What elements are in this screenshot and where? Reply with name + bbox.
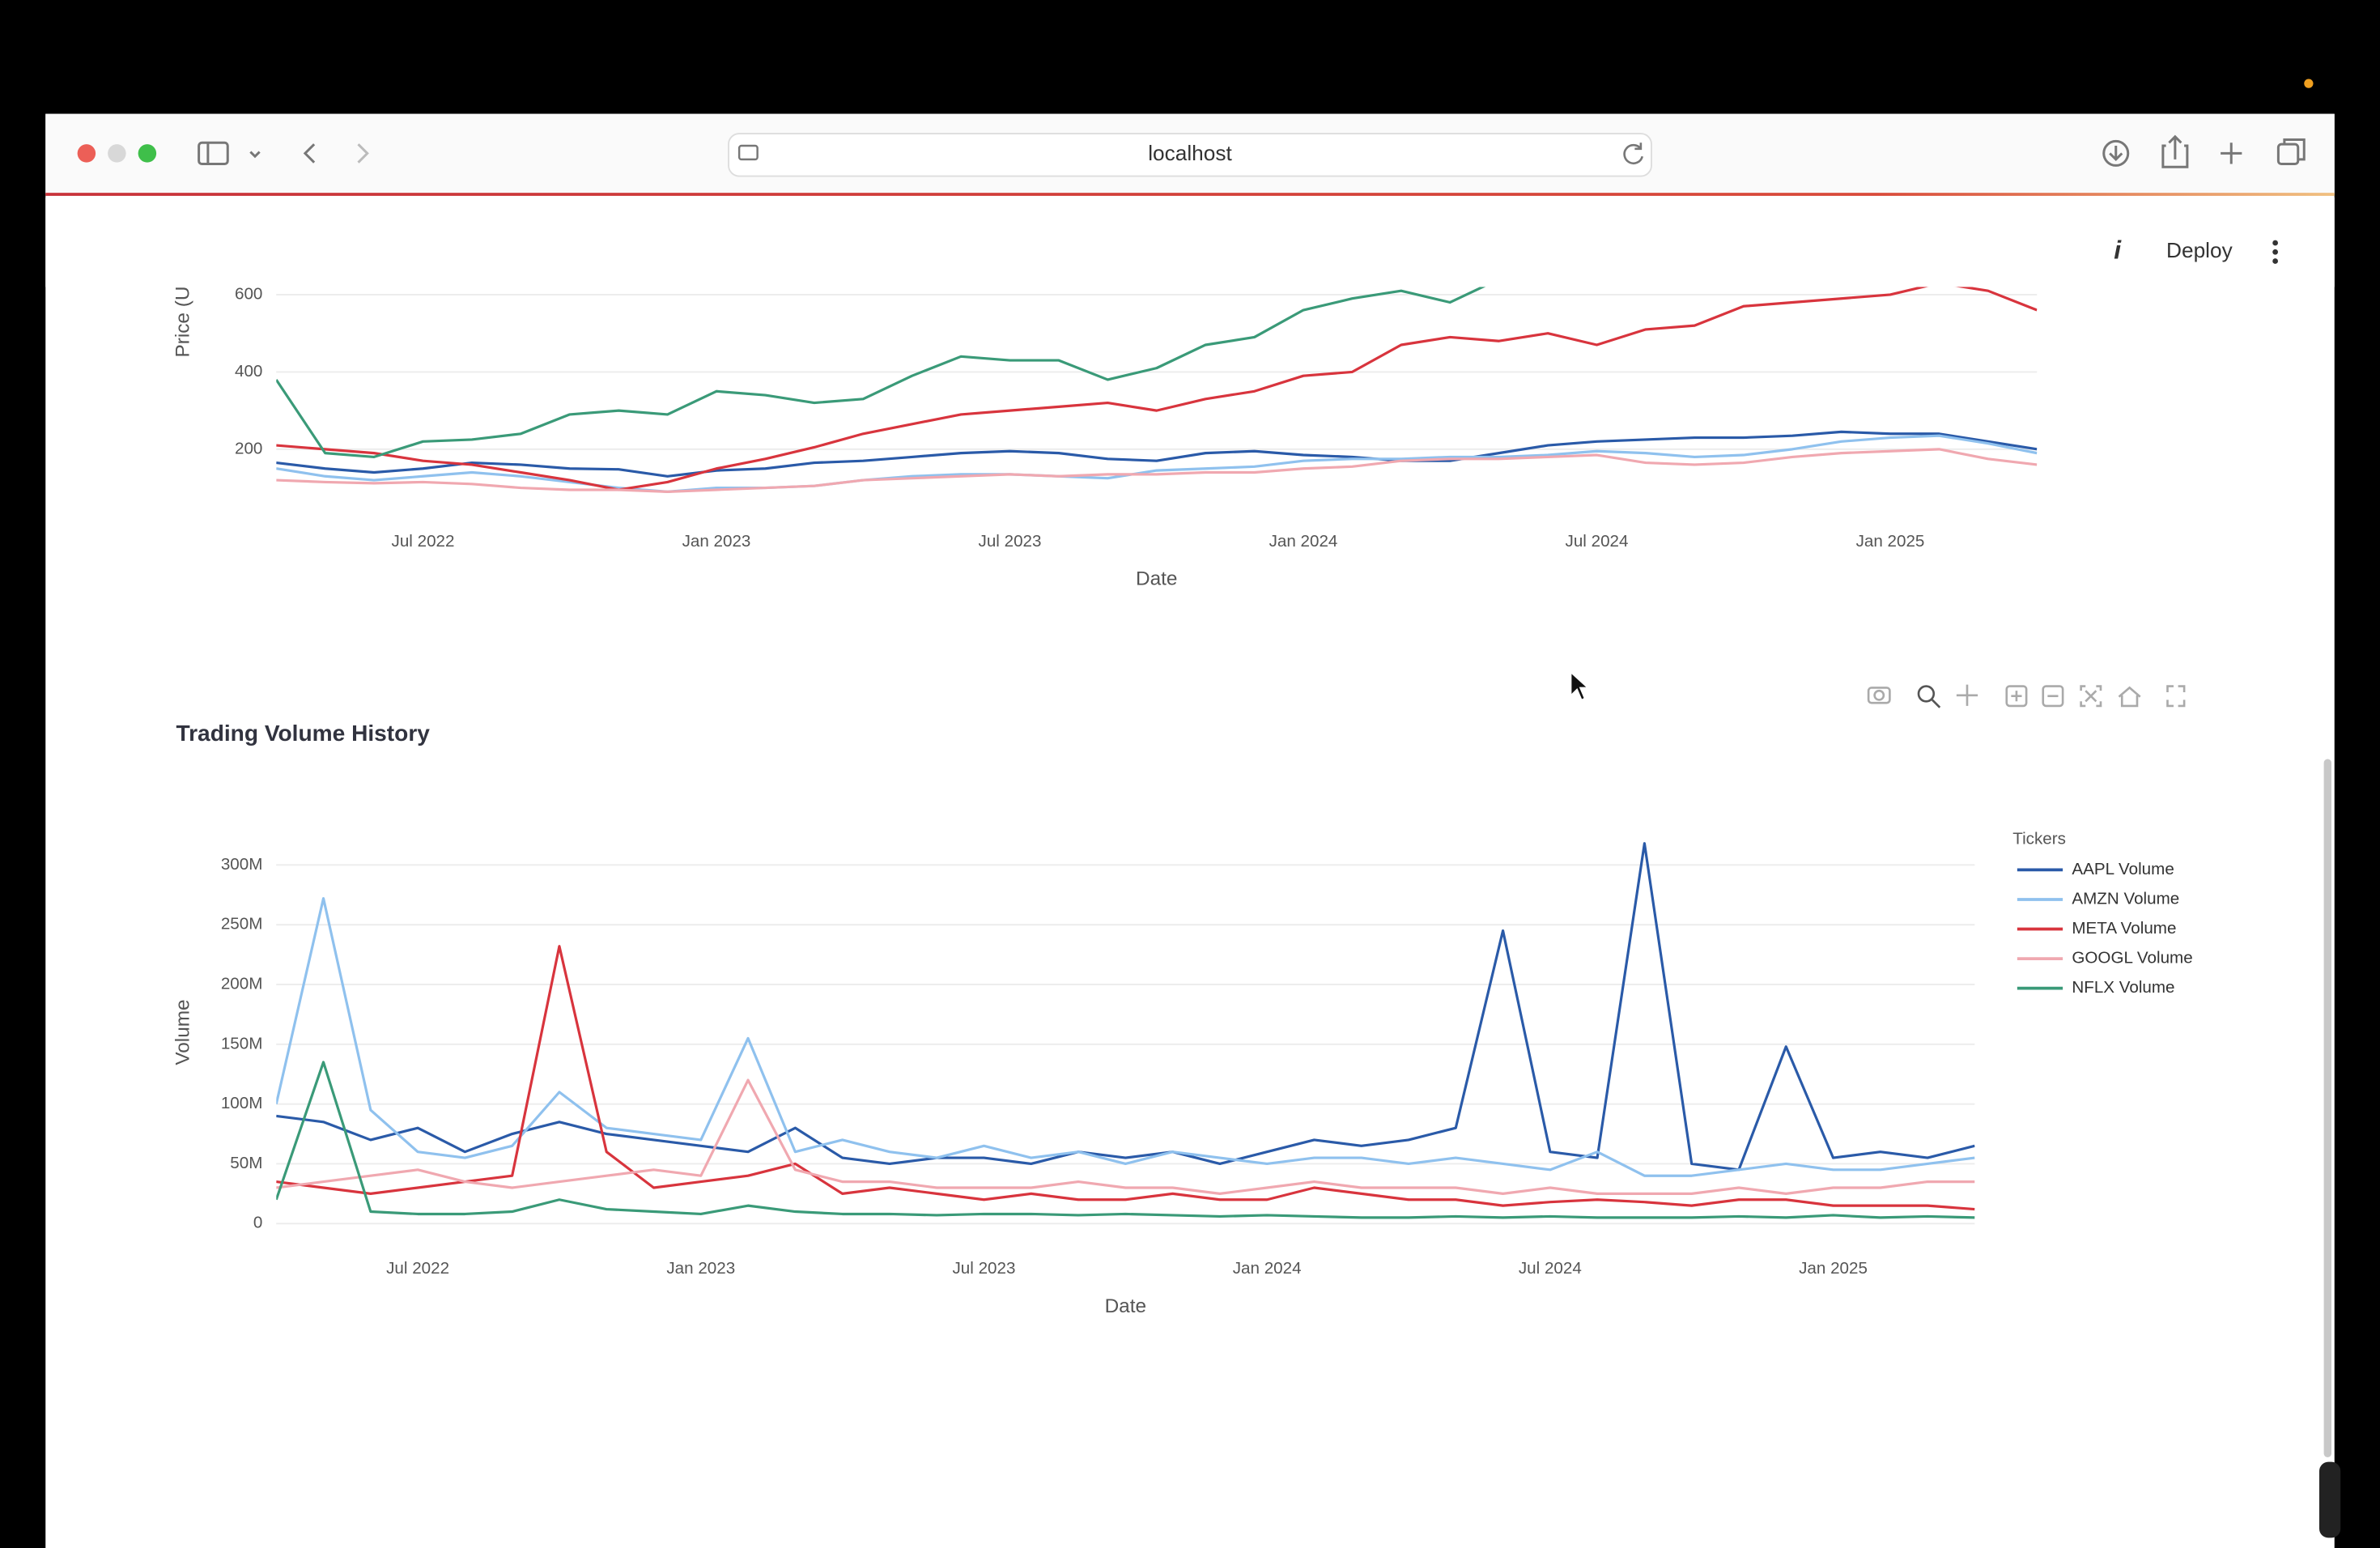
legend-label: AAPL Volume	[2072, 860, 2174, 878]
x-tick-label: Jul 2023	[979, 532, 1042, 551]
reload-button[interactable]	[1623, 142, 1644, 164]
chart: 200 400 600 Jul 2022 Jan 2023 Jul 2023 Jan 202…	[172, 283, 2038, 590]
back-button[interactable]	[303, 143, 316, 164]
side-handle	[2319, 1461, 2341, 1538]
x-tick-label: Jul 2022	[386, 1259, 449, 1278]
pan-button[interactable]	[1956, 684, 1978, 706]
share-button[interactable]	[2161, 134, 2189, 168]
sidebar-icon[interactable]	[198, 141, 229, 166]
x-tick-label: Jul 2022	[392, 532, 455, 551]
x-tick-label: Jan 2025	[1799, 1259, 1868, 1278]
legend-label: GOOGL Volume	[2072, 949, 2192, 968]
legend-label: META Volume	[2072, 919, 2176, 938]
app-header	[45, 197, 2335, 287]
fullscreen-button[interactable]	[2166, 685, 2186, 708]
series-line	[276, 1061, 1975, 1219]
toolbar-icons	[198, 134, 2306, 168]
series-line	[276, 448, 2038, 493]
dropdown-icon[interactable]	[249, 151, 261, 159]
modebar	[1867, 684, 2186, 708]
series-line	[276, 945, 1975, 1211]
y-tick-label: 400	[235, 362, 262, 381]
x-axis-title: Date	[1136, 568, 1177, 590]
y-tick-label: 300M	[221, 855, 263, 874]
autoscale-button[interactable]	[2080, 685, 2102, 708]
y-tick-label: 100M	[221, 1094, 263, 1112]
y-tick-label: 150M	[221, 1034, 263, 1053]
status-dot	[2304, 79, 2314, 88]
y-tick-label: 50M	[230, 1154, 262, 1172]
zoom-button[interactable]	[138, 144, 157, 163]
reset-button[interactable]	[2118, 686, 2141, 708]
main-menu[interactable]	[2272, 240, 2278, 264]
legend-label: NFLX Volume	[2072, 978, 2174, 997]
address-bar[interactable]	[728, 133, 1652, 177]
legend-label: AMZN Volume	[2072, 889, 2179, 908]
new-tab-button[interactable]	[2221, 142, 2242, 164]
zoom-in-button[interactable]	[2005, 685, 2028, 708]
chart-title: Trading Volume History	[176, 721, 431, 746]
minimize-button[interactable]	[108, 144, 126, 163]
mouse-cursor	[1570, 670, 1590, 701]
zoom-out-button[interactable]	[2042, 685, 2064, 708]
y-tick-label: 200	[235, 439, 262, 457]
x-tick-label: Jan 2025	[1856, 532, 1925, 551]
y-axis-title: Volume	[172, 999, 193, 1065]
x-tick-label: Jan 2023	[666, 1259, 735, 1278]
series-line	[276, 283, 1493, 458]
series-line	[276, 1078, 1975, 1195]
x-tick-label: Jan 2023	[682, 532, 751, 551]
download-button[interactable]	[2102, 139, 2130, 167]
progress-line	[45, 193, 2335, 196]
chart: 0 50M 100M 150M 200M 250M 300M Jul 2022 Jan 2023…	[172, 721, 2192, 1317]
series-line	[276, 434, 2038, 493]
y-tick-label: 600	[235, 284, 262, 303]
legend-title: Tickers	[2012, 829, 2066, 848]
series-line	[276, 430, 2038, 478]
camera-button[interactable]	[1867, 687, 1891, 704]
y-tick-label: 0	[253, 1214, 262, 1232]
series-line	[276, 283, 2038, 491]
zoom-button-plot[interactable]	[1917, 685, 1936, 703]
x-tick-label: Jul 2024	[1519, 1259, 1582, 1278]
charts: 200 400 600 Jul 2022 Jan 2023 Jul 2023 Jan 202…	[172, 283, 2193, 1317]
tabs-button[interactable]	[2276, 142, 2300, 166]
series-line	[276, 897, 1975, 1177]
close-button[interactable]	[77, 144, 96, 163]
site-icon	[737, 144, 759, 161]
x-tick-label: Jul 2024	[1566, 532, 1629, 551]
x-tick-label: Jan 2024	[1233, 1259, 1302, 1278]
scrollbar[interactable]	[2323, 759, 2331, 1458]
url: localhost	[1148, 141, 1232, 165]
x-tick-label: Jul 2023	[953, 1259, 1016, 1278]
y-tick-label: 250M	[221, 915, 263, 933]
forward-button[interactable]	[357, 143, 369, 164]
series-line	[276, 842, 1975, 1172]
info-icon[interactable]: i	[2114, 236, 2122, 265]
x-axis-title: Date	[1105, 1295, 1146, 1317]
y-tick-label: 200M	[221, 974, 263, 993]
y-axis-title: Price (U	[172, 287, 193, 358]
browser-window	[45, 113, 2335, 1548]
deploy-button[interactable]: Deploy	[2166, 238, 2233, 262]
x-tick-label: Jan 2024	[1269, 532, 1338, 551]
